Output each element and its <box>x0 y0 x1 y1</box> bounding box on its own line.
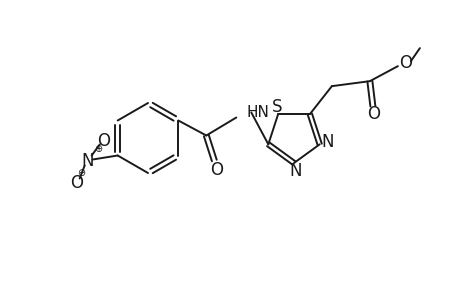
Text: O: O <box>398 54 411 72</box>
Text: O: O <box>367 105 380 123</box>
Text: O: O <box>209 160 222 178</box>
Text: ⊕: ⊕ <box>94 143 101 154</box>
Text: N: N <box>321 133 333 151</box>
Text: N: N <box>289 162 302 180</box>
Text: HN: HN <box>246 105 269 120</box>
Text: S: S <box>271 98 282 116</box>
Text: O: O <box>70 175 83 193</box>
Text: O: O <box>97 131 110 149</box>
Text: ⊖: ⊖ <box>77 169 84 178</box>
Text: N: N <box>81 152 94 169</box>
